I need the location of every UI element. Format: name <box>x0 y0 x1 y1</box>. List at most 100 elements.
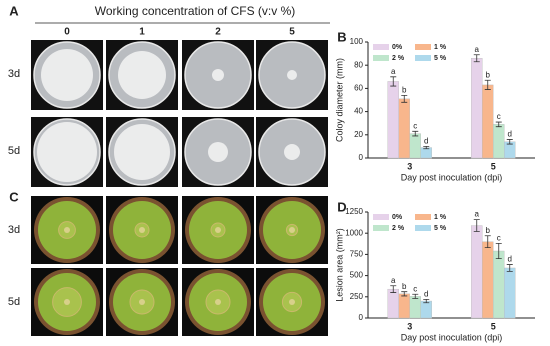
y-tick-label: 1000 <box>345 228 363 237</box>
legend-swatch <box>415 225 431 231</box>
y-tick-label: 1250 <box>345 207 363 216</box>
colony <box>287 70 297 80</box>
error-bar <box>484 235 491 249</box>
bar <box>387 288 399 319</box>
panel-label: D <box>337 199 346 214</box>
significance-letter: a <box>391 276 396 285</box>
bar <box>409 133 421 159</box>
x-tick-label: 5 <box>491 161 496 171</box>
bar <box>471 58 483 159</box>
bar <box>471 225 483 319</box>
column-label: 0 <box>64 27 70 38</box>
legend-label: 5 % <box>434 225 447 232</box>
colony <box>208 142 228 162</box>
y-tick-label: 20 <box>354 130 363 139</box>
y-tick-label: 0 <box>359 153 364 162</box>
error-bar <box>495 121 502 128</box>
legend-label: 5 % <box>434 55 447 62</box>
panel-label: C <box>9 189 19 204</box>
y-tick-label: 0 <box>359 313 364 322</box>
legend-swatch <box>415 44 431 50</box>
legend-swatch <box>415 214 431 220</box>
error-bar <box>390 285 397 293</box>
y-tick-label: 500 <box>350 271 364 280</box>
legend-label: 2 % <box>392 55 405 62</box>
y-axis-label: Lesion area (mm²) <box>334 228 344 302</box>
bar <box>398 98 410 159</box>
column-label: 1 <box>139 27 145 38</box>
core <box>289 227 295 233</box>
significance-letter: b <box>486 70 491 79</box>
significance-letter: d <box>508 130 512 139</box>
x-axis-label: Day post inoculation (dpi) <box>401 172 503 182</box>
y-tick-label: 40 <box>354 107 363 116</box>
significance-letter: b <box>486 226 491 235</box>
y-tick-label: 250 <box>350 292 364 301</box>
row-label: 3d <box>8 224 20 236</box>
legend-label: 1 % <box>434 44 447 51</box>
y-tick-label: 100 <box>350 37 364 46</box>
significance-letter: c <box>497 233 501 242</box>
error-bar <box>473 54 480 63</box>
bar <box>420 147 432 159</box>
core <box>139 299 145 305</box>
row-label: 5d <box>8 145 20 157</box>
significance-letter: c <box>413 121 417 130</box>
significance-letter: d <box>508 255 512 264</box>
legend-swatch <box>415 55 431 61</box>
x-axis-label: Day post inoculation (dpi) <box>401 332 503 342</box>
legend-label: 0% <box>392 44 403 51</box>
bar <box>504 267 516 319</box>
colony <box>114 124 170 180</box>
legend-swatch <box>373 225 389 231</box>
bar <box>482 84 494 159</box>
bar <box>493 250 505 319</box>
core <box>64 299 70 305</box>
bar <box>420 300 432 319</box>
bar <box>387 81 399 159</box>
error-bar <box>412 130 419 137</box>
colony <box>284 144 300 160</box>
core <box>289 299 295 305</box>
error-bar <box>401 94 408 103</box>
legend-swatch <box>373 55 389 61</box>
error-bar <box>412 293 419 299</box>
x-tick-label: 3 <box>407 161 412 171</box>
significance-letter: a <box>475 210 480 219</box>
error-bar <box>390 76 397 87</box>
column-label: 2 <box>215 27 221 38</box>
colony <box>118 51 166 99</box>
y-tick-label: 750 <box>350 250 364 259</box>
colony <box>37 122 97 182</box>
y-axis-label: Coloy diameter (mm) <box>334 58 344 142</box>
panel-title: Working concentration of CFS (v:v %) <box>95 4 296 18</box>
row-label: 3d <box>8 68 20 80</box>
significance-letter: c <box>413 284 417 293</box>
colony <box>212 69 224 81</box>
x-tick-label: 3 <box>407 321 412 331</box>
y-tick-label: 60 <box>354 84 363 93</box>
x-tick-label: 5 <box>491 321 496 331</box>
core <box>64 227 70 233</box>
panel-label: A <box>9 3 19 18</box>
core <box>139 227 145 233</box>
colony <box>41 49 93 101</box>
panel-label: B <box>337 29 346 44</box>
core <box>215 299 221 305</box>
significance-letter: c <box>497 112 501 121</box>
error-bar <box>495 242 502 260</box>
error-bar <box>423 146 430 150</box>
core <box>215 227 221 233</box>
error-bar <box>423 298 430 304</box>
legend-label: 2 % <box>392 225 405 232</box>
legend-label: 1 % <box>434 214 447 221</box>
column-label: 5 <box>289 27 295 38</box>
error-bar <box>473 219 480 232</box>
error-bar <box>506 264 513 272</box>
bar <box>409 296 421 319</box>
legend-swatch <box>373 44 389 50</box>
bar <box>493 124 505 159</box>
significance-letter: d <box>424 289 428 298</box>
legend-swatch <box>373 214 389 220</box>
